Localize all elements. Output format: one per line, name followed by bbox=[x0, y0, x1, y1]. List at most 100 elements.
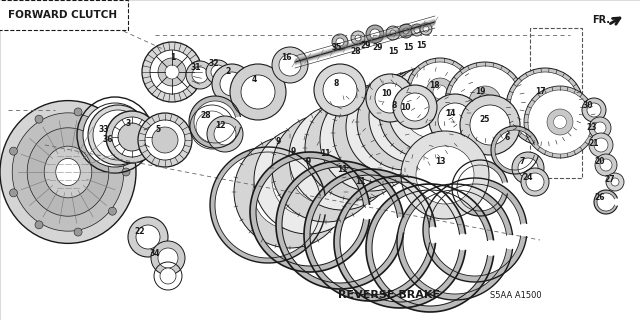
Ellipse shape bbox=[510, 72, 580, 142]
Ellipse shape bbox=[44, 146, 92, 198]
Ellipse shape bbox=[366, 25, 384, 43]
Ellipse shape bbox=[594, 122, 606, 134]
Ellipse shape bbox=[399, 24, 413, 38]
Text: 27: 27 bbox=[605, 175, 615, 185]
Text: 15: 15 bbox=[388, 47, 398, 57]
Text: 8: 8 bbox=[391, 101, 397, 110]
Ellipse shape bbox=[289, 104, 395, 210]
Ellipse shape bbox=[320, 89, 422, 191]
Text: S5AA A1500: S5AA A1500 bbox=[490, 291, 541, 300]
Text: 11: 11 bbox=[355, 178, 365, 187]
Ellipse shape bbox=[606, 173, 624, 191]
Ellipse shape bbox=[192, 67, 208, 83]
Ellipse shape bbox=[207, 116, 243, 152]
Ellipse shape bbox=[370, 29, 380, 39]
Ellipse shape bbox=[333, 83, 433, 183]
Ellipse shape bbox=[388, 65, 476, 153]
Ellipse shape bbox=[83, 103, 147, 167]
Ellipse shape bbox=[142, 42, 202, 102]
Ellipse shape bbox=[403, 80, 461, 138]
Ellipse shape bbox=[212, 64, 252, 104]
Ellipse shape bbox=[470, 105, 510, 145]
Ellipse shape bbox=[158, 58, 186, 86]
Ellipse shape bbox=[406, 58, 474, 126]
Text: 15: 15 bbox=[416, 42, 426, 51]
Text: 23: 23 bbox=[587, 123, 597, 132]
Ellipse shape bbox=[414, 27, 420, 33]
Polygon shape bbox=[366, 184, 493, 312]
Ellipse shape bbox=[220, 72, 244, 96]
Ellipse shape bbox=[351, 31, 365, 45]
Text: 11: 11 bbox=[337, 165, 348, 174]
Ellipse shape bbox=[254, 126, 362, 234]
Ellipse shape bbox=[279, 54, 301, 76]
Ellipse shape bbox=[411, 24, 423, 36]
Ellipse shape bbox=[477, 94, 493, 110]
Ellipse shape bbox=[426, 78, 454, 106]
Ellipse shape bbox=[410, 62, 470, 122]
Ellipse shape bbox=[314, 64, 366, 116]
Text: 20: 20 bbox=[595, 157, 605, 166]
Text: 28: 28 bbox=[201, 110, 211, 119]
Polygon shape bbox=[210, 147, 325, 263]
Polygon shape bbox=[397, 184, 513, 300]
Ellipse shape bbox=[423, 26, 429, 32]
Ellipse shape bbox=[449, 66, 521, 138]
Ellipse shape bbox=[589, 117, 611, 139]
Ellipse shape bbox=[547, 109, 573, 135]
Ellipse shape bbox=[401, 131, 489, 219]
Ellipse shape bbox=[587, 103, 601, 117]
Circle shape bbox=[74, 108, 82, 116]
Ellipse shape bbox=[118, 123, 146, 151]
Ellipse shape bbox=[416, 146, 474, 204]
Ellipse shape bbox=[438, 103, 472, 137]
Ellipse shape bbox=[393, 85, 437, 129]
Ellipse shape bbox=[355, 35, 361, 41]
Bar bbox=[530, 28, 582, 178]
Ellipse shape bbox=[390, 30, 396, 36]
Ellipse shape bbox=[433, 85, 447, 99]
Ellipse shape bbox=[196, 111, 228, 143]
Ellipse shape bbox=[128, 217, 168, 257]
Ellipse shape bbox=[230, 64, 286, 120]
Circle shape bbox=[35, 115, 43, 123]
Ellipse shape bbox=[445, 62, 525, 142]
Ellipse shape bbox=[323, 73, 357, 107]
Ellipse shape bbox=[469, 86, 501, 118]
Text: 6: 6 bbox=[504, 133, 509, 142]
Ellipse shape bbox=[56, 158, 80, 186]
Ellipse shape bbox=[401, 93, 429, 121]
Text: 14: 14 bbox=[445, 109, 455, 118]
Ellipse shape bbox=[528, 90, 592, 154]
Circle shape bbox=[10, 147, 17, 155]
Ellipse shape bbox=[594, 138, 608, 152]
Ellipse shape bbox=[145, 120, 185, 160]
Ellipse shape bbox=[112, 117, 152, 157]
Circle shape bbox=[35, 221, 43, 229]
Ellipse shape bbox=[429, 94, 481, 146]
Text: 16: 16 bbox=[281, 52, 291, 61]
Ellipse shape bbox=[375, 83, 405, 113]
Text: 3: 3 bbox=[125, 119, 131, 129]
Ellipse shape bbox=[211, 65, 225, 79]
Ellipse shape bbox=[611, 178, 619, 186]
Ellipse shape bbox=[357, 74, 453, 170]
Text: 1: 1 bbox=[170, 52, 175, 61]
Ellipse shape bbox=[538, 100, 552, 114]
Ellipse shape bbox=[234, 136, 346, 248]
Ellipse shape bbox=[420, 23, 432, 35]
Polygon shape bbox=[304, 169, 435, 301]
Text: 12: 12 bbox=[215, 122, 225, 131]
Ellipse shape bbox=[394, 83, 454, 143]
Ellipse shape bbox=[93, 110, 143, 160]
Circle shape bbox=[74, 228, 82, 236]
Text: 29: 29 bbox=[372, 44, 383, 52]
Polygon shape bbox=[189, 96, 241, 148]
Ellipse shape bbox=[526, 173, 544, 191]
Text: 9: 9 bbox=[305, 157, 310, 166]
Ellipse shape bbox=[521, 168, 549, 196]
Text: 2: 2 bbox=[225, 68, 230, 76]
Ellipse shape bbox=[554, 116, 566, 129]
Ellipse shape bbox=[106, 111, 158, 163]
Text: 11: 11 bbox=[320, 149, 330, 158]
